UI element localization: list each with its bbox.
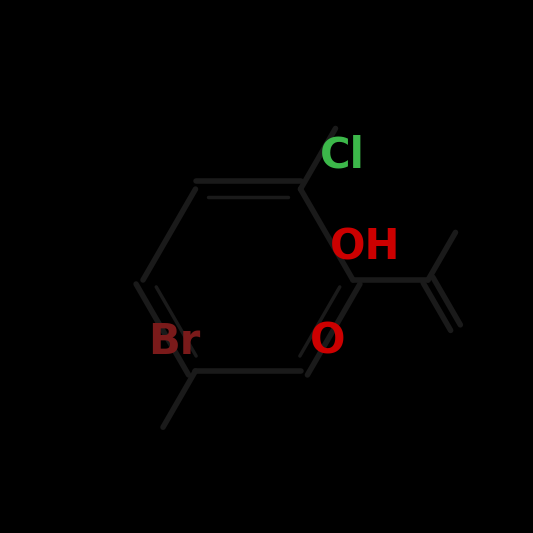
Text: Cl: Cl xyxy=(320,134,365,176)
Text: O: O xyxy=(310,321,345,363)
Text: OH: OH xyxy=(330,227,400,269)
Text: Br: Br xyxy=(148,321,200,363)
